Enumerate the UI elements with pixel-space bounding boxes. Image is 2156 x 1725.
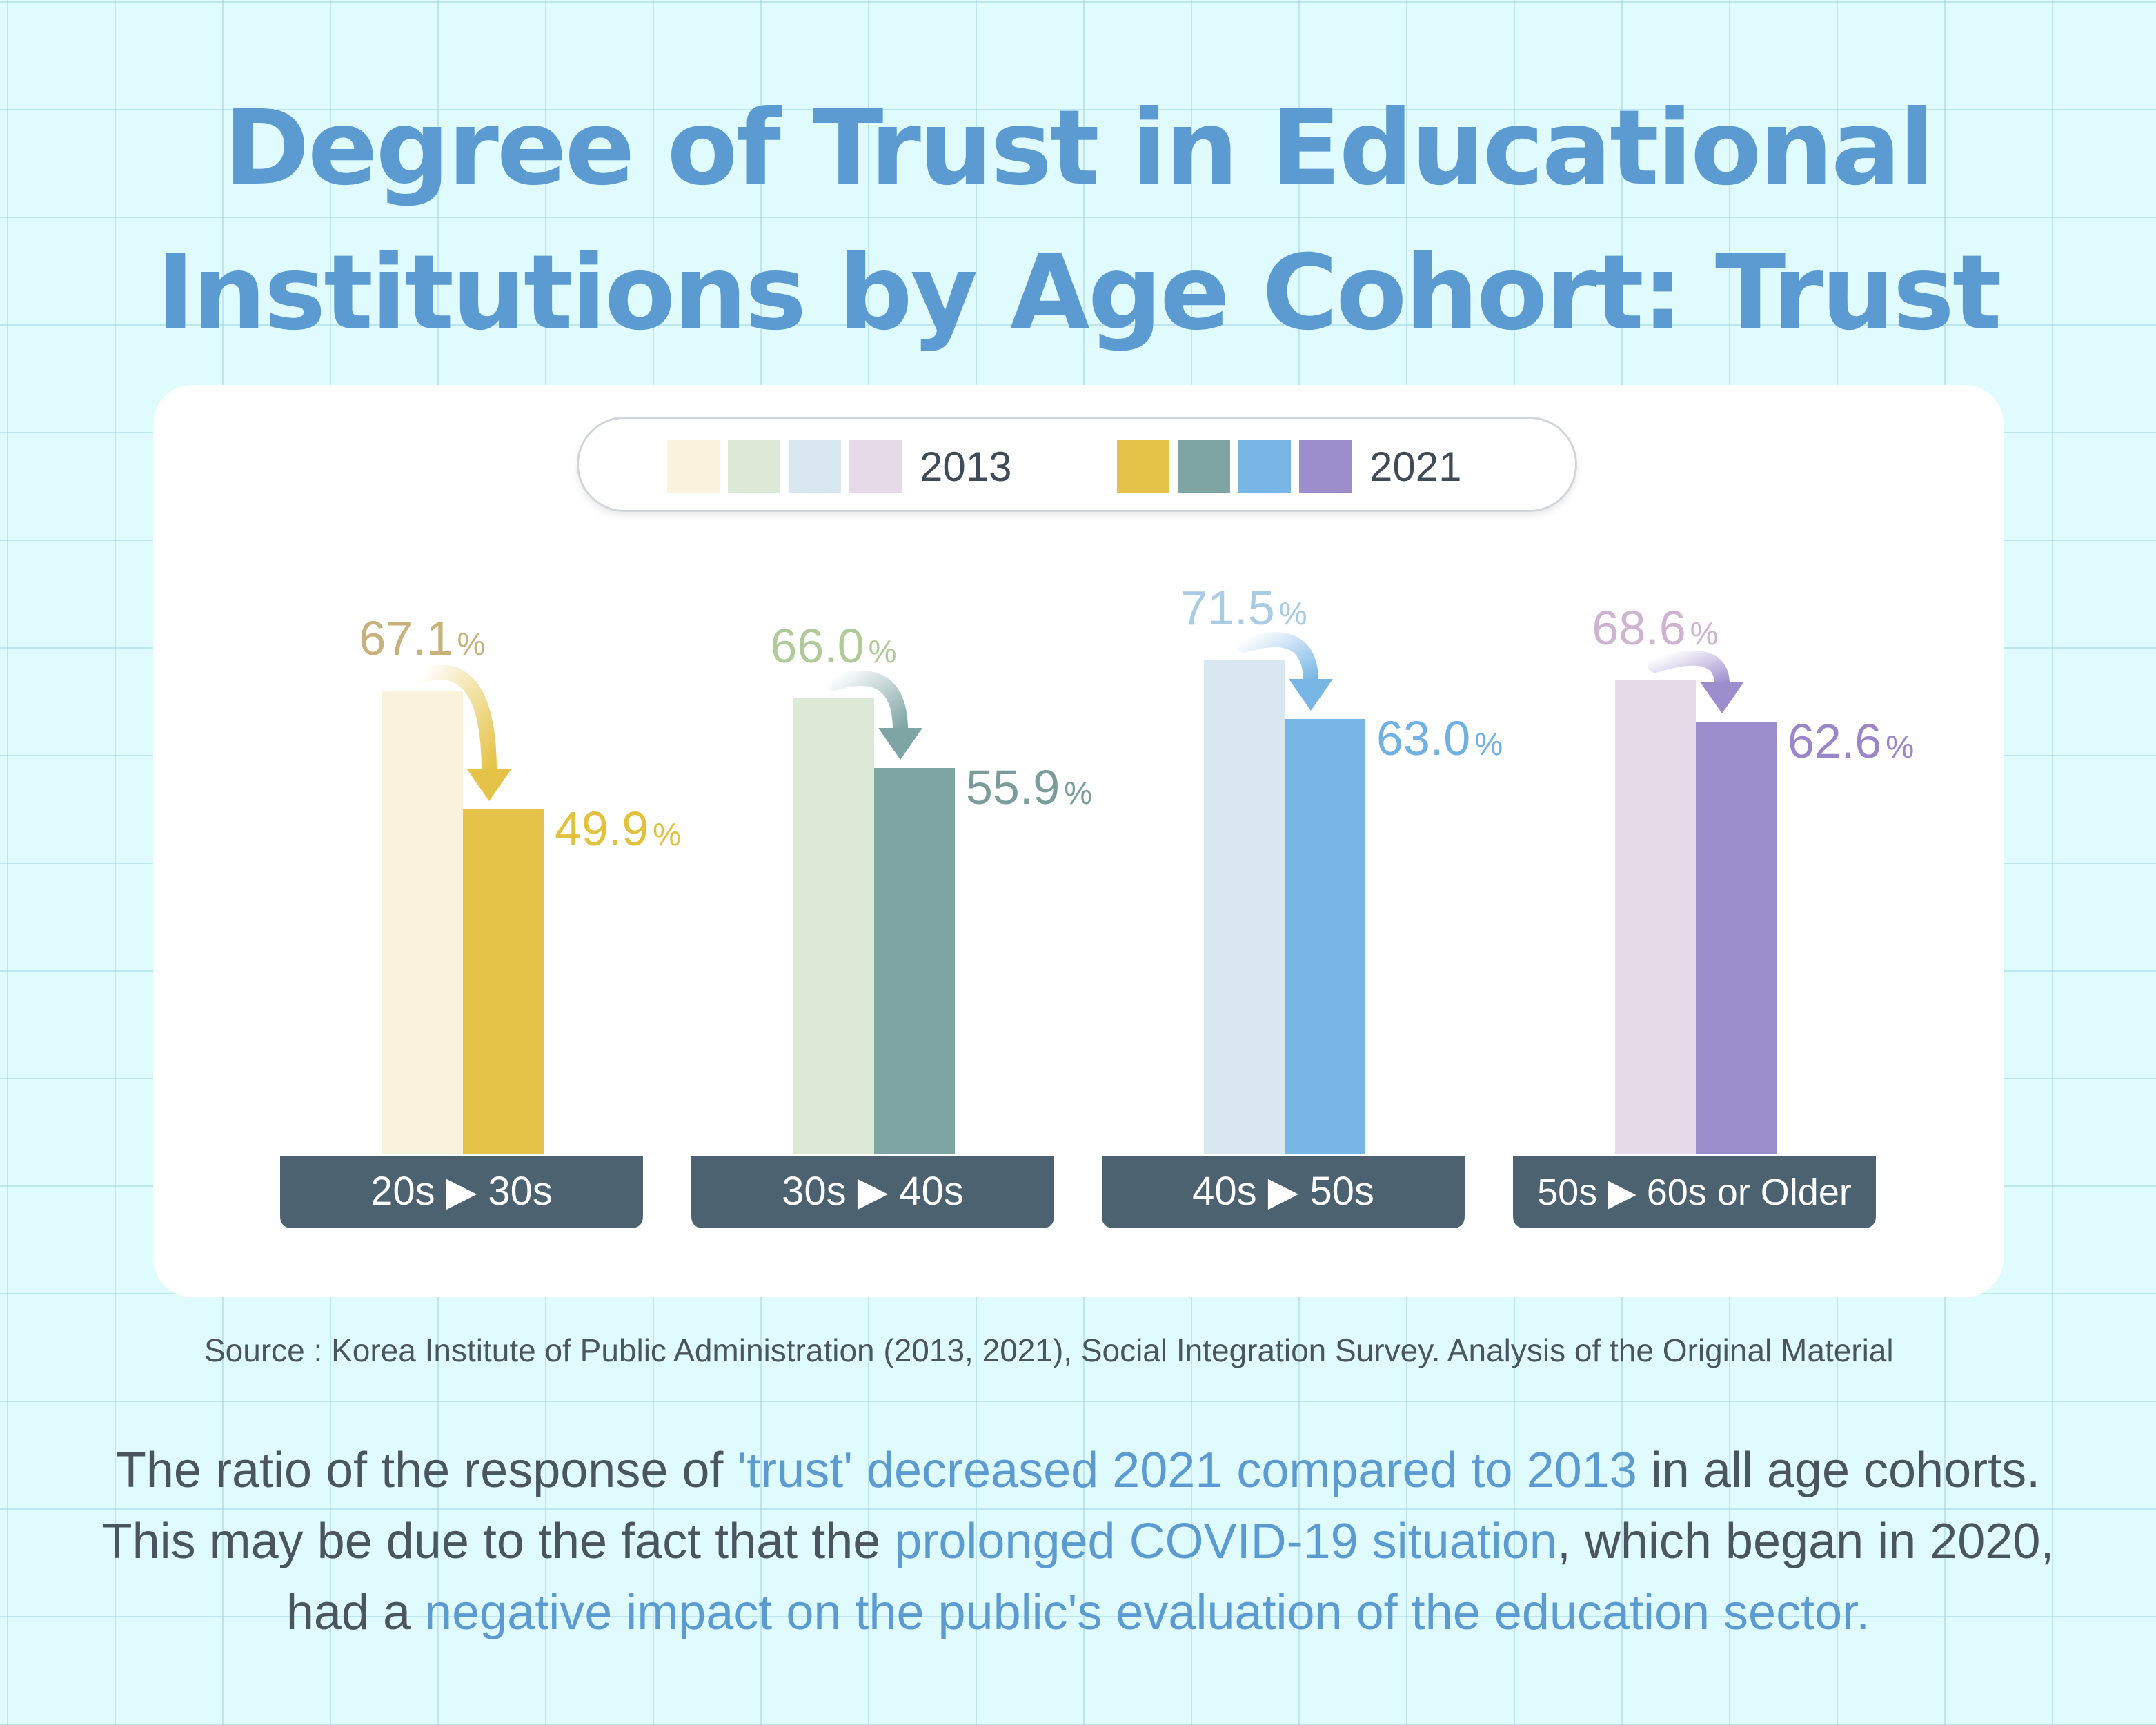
value-label-2013-30s: 66.0% <box>770 619 896 673</box>
legend-swatch-2021-50s <box>1299 440 1352 493</box>
trend-arrow-head-20s <box>467 769 511 801</box>
summary-line-3: had a negative impact on the public's ev… <box>0 1577 2156 1648</box>
trend-arrow-30s <box>826 671 908 738</box>
bar-2013-30s <box>793 698 874 1154</box>
legend-swatch-2013-40s <box>789 440 841 493</box>
category-label-50s: 50s ▶ 60s or Older <box>1537 1172 1852 1213</box>
legend-label-2013: 2013 <box>920 443 1012 490</box>
value-label-2013-40s: 71.5% <box>1180 581 1307 635</box>
summary-line-1: The ratio of the response of 'trust' dec… <box>0 1435 2156 1506</box>
category-label-20s: 20s ▶ 30s <box>370 1169 553 1214</box>
trend-arrow-20s <box>415 664 497 780</box>
page-title: Degree of Trust in Educational Instituti… <box>0 76 2156 366</box>
trend-arrow-40s <box>1236 632 1318 689</box>
value-label-2013-20s: 67.1% <box>359 611 485 665</box>
value-label-2021-50s: 62.6% <box>1788 714 1914 768</box>
trend-arrow-head-50s <box>1700 682 1744 713</box>
title-line-1: Degree of Trust in Educational <box>224 88 1934 208</box>
legend-swatch-2013-50s <box>849 440 902 493</box>
source-note: Source : Korea Institute of Public Admin… <box>204 1332 1894 1368</box>
bar-2013-40s <box>1204 660 1285 1154</box>
title-line-2: Institutions by Age Cohort: Trust <box>156 233 2001 353</box>
summary-highlight-3: negative impact on the public's evaluati… <box>424 1585 1870 1640</box>
bar-2021-20s <box>463 809 544 1154</box>
trend-arrow-head-40s <box>1289 679 1333 711</box>
bar-2013-50s <box>1615 680 1696 1154</box>
summary-line-2-a: This may be due to the fact that the <box>101 1514 895 1569</box>
summary-highlight-2: prolonged COVID-19 situation <box>894 1514 1557 1569</box>
legend-group-2013: 2013 <box>667 440 1011 493</box>
category-pill-30s <box>691 1156 1054 1228</box>
trend-arrow-head-30s <box>878 728 922 760</box>
bar-2021-30s <box>874 768 955 1154</box>
summary-text: The ratio of the response of 'trust' dec… <box>0 1435 2156 1648</box>
legend-swatch-2013-20s <box>667 440 720 493</box>
value-label-2021-30s: 55.9% <box>966 760 1092 814</box>
value-label-2021-20s: 49.9% <box>555 802 681 856</box>
summary-line-3-a: had a <box>286 1585 425 1640</box>
value-label-2013-50s: 68.6% <box>1592 601 1718 655</box>
summary-line-2: This may be due to the fact that the pro… <box>0 1506 2156 1577</box>
bar-2021-50s <box>1696 722 1777 1154</box>
bar-2013-20s <box>382 691 463 1154</box>
legend-group-2021: 2021 <box>1117 440 1461 493</box>
category-label-30s: 30s ▶ 40s <box>782 1169 964 1214</box>
category-pill-50s <box>1513 1156 1876 1228</box>
chart-legend: 2013 2021 <box>577 417 1577 512</box>
category-pill-20s <box>280 1156 643 1228</box>
summary-line-1-a: The ratio of the response of <box>115 1443 738 1498</box>
summary-highlight-1: 'trust' decreased 2021 compared to 2013 <box>737 1443 1637 1498</box>
legend-swatch-2013-30s <box>728 440 780 493</box>
category-pill-40s <box>1102 1156 1465 1228</box>
summary-line-2-c: , which began in 2020, <box>1556 1514 2055 1569</box>
summary-line-1-c: in all age cohorts. <box>1636 1443 2041 1498</box>
legend-swatch-2021-40s <box>1238 440 1291 493</box>
legend-label-2021: 2021 <box>1369 443 1462 490</box>
legend-swatch-2021-30s <box>1178 440 1230 493</box>
legend-swatch-2021-20s <box>1117 440 1169 493</box>
category-label-40s: 40s ▶ 50s <box>1192 1169 1374 1214</box>
value-label-2021-40s: 63.0% <box>1376 711 1503 765</box>
trend-arrow-50s <box>1648 650 1730 692</box>
bar-2021-40s <box>1285 719 1365 1154</box>
